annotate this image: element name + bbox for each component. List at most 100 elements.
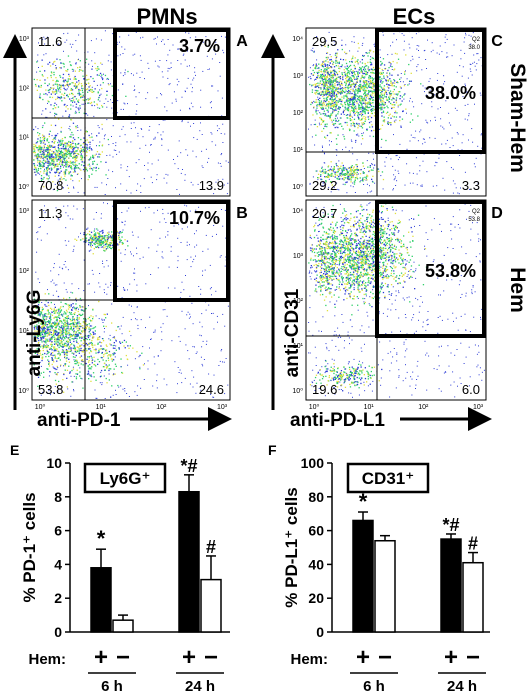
event-dot	[70, 312, 72, 314]
event-dot	[100, 239, 102, 242]
event-dot	[380, 109, 382, 111]
event-dot	[46, 116, 48, 118]
event-dot	[41, 148, 43, 151]
event-dot	[33, 164, 36, 167]
event-dot	[349, 98, 352, 100]
event-dot	[43, 93, 45, 95]
event-dot	[95, 315, 97, 317]
event-dot	[101, 352, 103, 354]
event-dot	[372, 105, 374, 108]
event-dot	[61, 154, 64, 156]
event-dot	[132, 234, 134, 236]
event-dot	[79, 314, 82, 317]
event-dot	[38, 154, 40, 156]
event-dot	[335, 119, 337, 122]
event-dot	[119, 342, 122, 344]
event-dot	[86, 74, 88, 77]
event-dot	[82, 342, 84, 344]
event-dot	[35, 326, 37, 328]
event-dot	[37, 385, 39, 387]
event-dot	[49, 154, 51, 156]
event-dot	[207, 69, 209, 70]
event-dot	[33, 326, 35, 329]
event-dot	[358, 72, 361, 74]
event-dot	[326, 66, 328, 68]
y-tick-label: 10³	[19, 208, 30, 215]
event-dot	[320, 104, 323, 106]
event-dot	[98, 153, 100, 155]
event-dot	[50, 154, 53, 156]
event-dot	[371, 83, 374, 85]
event-dot	[202, 340, 204, 342]
event-dot	[65, 227, 67, 229]
event-dot	[327, 61, 329, 63]
event-dot	[74, 160, 77, 162]
event-dot	[108, 350, 111, 353]
event-dot	[174, 287, 176, 289]
event-dot	[139, 147, 141, 149]
event-dot	[113, 342, 115, 344]
event-dot	[328, 94, 330, 96]
event-dot	[51, 333, 53, 336]
event-dot	[59, 156, 61, 159]
event-dot	[90, 341, 93, 344]
event-dot	[124, 254, 126, 256]
event-dot	[49, 333, 51, 335]
event-dot	[124, 289, 126, 291]
event-dot	[328, 82, 330, 84]
event-dot	[56, 374, 58, 376]
event-dot	[91, 362, 93, 364]
event-dot	[56, 97, 59, 100]
event-dot	[96, 245, 99, 247]
event-dot	[39, 333, 41, 336]
event-dot	[103, 249, 105, 252]
event-dot	[384, 103, 386, 105]
event-dot	[347, 97, 349, 99]
event-dot	[188, 32, 190, 34]
event-dot	[379, 89, 381, 91]
event-dot	[67, 145, 69, 147]
event-dot	[382, 81, 384, 83]
event-dot	[66, 151, 68, 153]
event-dot	[47, 178, 49, 180]
event-dot	[205, 148, 207, 150]
event-dot	[329, 132, 331, 134]
event-dot	[46, 155, 48, 157]
event-dot	[61, 161, 64, 164]
event-dot	[78, 308, 79, 310]
event-dot	[65, 340, 68, 342]
event-dot	[74, 170, 76, 173]
event-dot	[56, 160, 58, 162]
event-dot	[126, 240, 129, 242]
event-dot	[134, 268, 135, 270]
event-dot	[327, 91, 329, 93]
event-dot	[338, 61, 340, 63]
event-dot	[347, 114, 349, 116]
event-dot	[337, 100, 339, 102]
event-dot	[40, 141, 42, 143]
event-dot	[328, 114, 330, 117]
event-dot	[62, 146, 64, 148]
event-dot	[117, 384, 119, 387]
event-dot	[361, 103, 363, 105]
event-dot	[51, 327, 53, 329]
event-dot	[347, 108, 349, 110]
event-dot	[223, 184, 225, 186]
event-dot	[73, 390, 75, 392]
event-dot	[393, 116, 395, 118]
event-dot	[361, 118, 363, 120]
event-dot	[36, 328, 38, 330]
event-dot	[372, 79, 374, 82]
event-dot	[101, 234, 103, 237]
event-dot	[140, 192, 142, 193]
event-dot	[372, 108, 374, 110]
event-dot	[72, 140, 74, 142]
event-dot	[94, 326, 97, 328]
event-dot	[389, 93, 391, 95]
event-dot	[352, 57, 354, 59]
event-dot	[88, 359, 90, 362]
event-dot	[356, 122, 358, 125]
event-dot	[45, 150, 47, 152]
event-dot	[332, 87, 334, 90]
event-dot	[130, 251, 131, 253]
